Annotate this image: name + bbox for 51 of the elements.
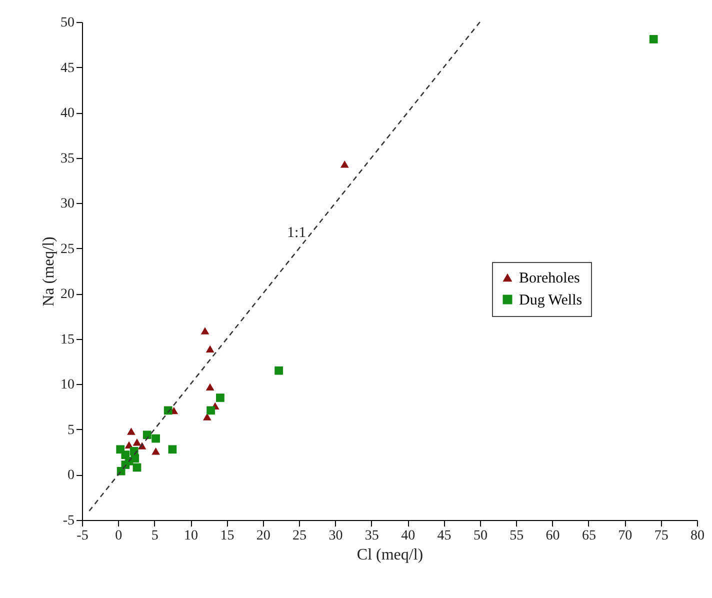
x-tick-label: 55: [510, 528, 524, 544]
y-tick-label: -5: [62, 514, 74, 528]
point: [206, 345, 214, 352]
y-tick-label: 5: [68, 422, 74, 438]
point: [206, 406, 215, 415]
x-tick-label: 30: [328, 528, 343, 544]
point: [152, 448, 160, 455]
x-tick-label: 50: [473, 528, 488, 544]
y-tick-label: 40: [60, 106, 74, 122]
x-tick-label: 70: [618, 528, 632, 544]
point: [274, 366, 283, 375]
point: [130, 454, 139, 463]
point: [127, 428, 136, 435]
point: [340, 160, 349, 168]
x-tick-label: 65: [582, 528, 596, 544]
y-tick-label: 30: [60, 196, 74, 212]
y-tick-label: 15: [60, 332, 74, 348]
x-tick-label: 15: [220, 528, 234, 544]
y-tick-label: 20: [60, 287, 74, 302]
point: [132, 438, 142, 446]
y-tick-label: 35: [60, 151, 74, 166]
y-tick-label: 0: [68, 468, 74, 484]
x-axis-title: Cl (meq/l): [356, 546, 424, 564]
x-tick-label: 80: [690, 528, 704, 544]
point: [132, 463, 142, 472]
x-tick-label: 5: [151, 528, 158, 544]
x-tick-label: 75: [654, 528, 668, 544]
point: [206, 383, 214, 391]
y-tick-label: 25: [60, 242, 74, 257]
y-axis-title: Na (meq/l): [40, 236, 58, 306]
x-tick-label: 35: [364, 528, 379, 544]
point: [202, 413, 212, 420]
point: [649, 35, 658, 44]
x-tick-label: 20: [256, 528, 270, 544]
x-tick-label: 10: [184, 528, 198, 544]
x-tick-label: 0: [115, 528, 122, 544]
x-tick-label: 45: [437, 528, 452, 544]
point: [216, 394, 224, 402]
legend-label: Boreholes: [519, 270, 580, 286]
x-tick-label: 60: [546, 528, 560, 544]
point: [168, 445, 177, 454]
annotation: 1:1: [287, 225, 306, 241]
x-tick-label: 40: [401, 528, 416, 544]
point: [152, 434, 160, 443]
point: [200, 327, 210, 334]
y-tick-label: 10: [60, 378, 74, 393]
legend-label: Dug Wells: [519, 292, 582, 308]
y-tick-label: 45: [60, 60, 74, 76]
point: [142, 430, 152, 440]
y-tick-label: 50: [60, 16, 74, 30]
x-tick-label: 25: [292, 528, 307, 544]
